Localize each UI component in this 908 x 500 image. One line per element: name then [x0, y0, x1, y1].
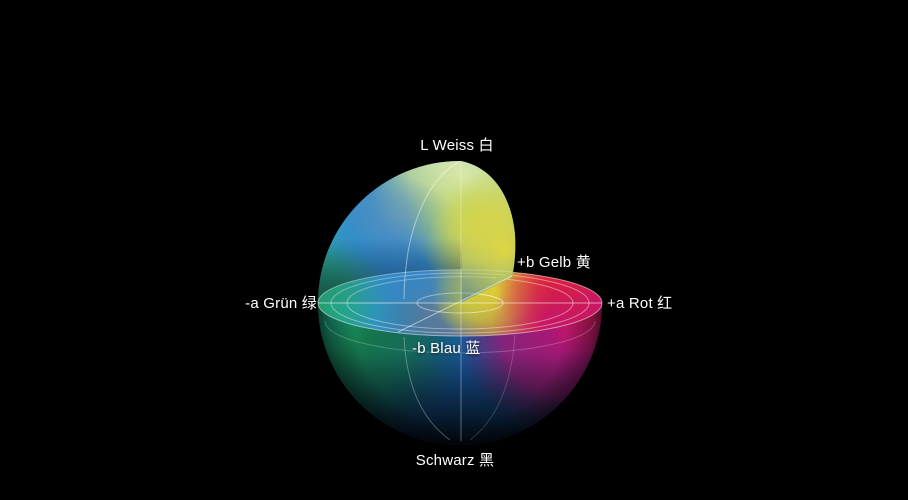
latitude-line: [324, 320, 596, 354]
b-axis-line: [397, 275, 513, 333]
meridian-line-left: [403, 336, 451, 441]
label-green-axis: -a Grün 绿: [245, 295, 317, 312]
axis-grid: [317, 161, 602, 441]
label-white-pole: L Weiss 白: [420, 137, 494, 154]
label-black-pole: Schwarz 黑: [415, 452, 495, 469]
meridian-line-right: [469, 334, 516, 441]
label-yellow-axis: +b Gelb 黄: [517, 254, 591, 271]
meridian-line-upper: [403, 161, 460, 300]
label-red-axis: +a Rot 红: [607, 295, 673, 312]
label-blue-axis: -b Blau 蓝: [412, 340, 481, 357]
